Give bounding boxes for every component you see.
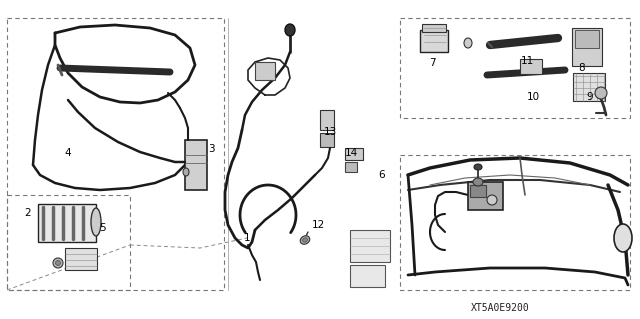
Bar <box>345 162 357 172</box>
Ellipse shape <box>464 38 472 48</box>
Text: 10: 10 <box>527 92 540 102</box>
Text: 1: 1 <box>244 233 250 243</box>
Bar <box>572 28 602 66</box>
Text: 12: 12 <box>312 220 324 230</box>
Ellipse shape <box>183 168 189 176</box>
Text: 14: 14 <box>344 148 358 158</box>
Text: 9: 9 <box>587 92 593 102</box>
Bar <box>320 133 334 147</box>
Bar <box>422 24 446 32</box>
Circle shape <box>595 87 607 99</box>
Bar <box>420 30 448 52</box>
Text: 13: 13 <box>323 127 337 137</box>
Ellipse shape <box>474 164 482 170</box>
Ellipse shape <box>614 224 632 252</box>
Bar <box>350 230 390 262</box>
Bar <box>400 155 630 290</box>
Bar <box>7 18 224 290</box>
Ellipse shape <box>303 238 307 242</box>
Text: 2: 2 <box>25 208 31 218</box>
Bar <box>255 62 275 80</box>
Text: 5: 5 <box>99 223 106 233</box>
Text: 4: 4 <box>65 148 71 158</box>
Ellipse shape <box>300 236 310 244</box>
Bar <box>320 110 334 130</box>
Ellipse shape <box>285 24 295 36</box>
Bar <box>65 248 97 270</box>
Bar <box>345 148 363 160</box>
Text: XT5A0E9200: XT5A0E9200 <box>470 303 529 313</box>
Text: 7: 7 <box>429 58 435 68</box>
Bar <box>350 265 385 287</box>
Circle shape <box>487 195 497 205</box>
Text: 3: 3 <box>208 144 214 154</box>
Bar <box>185 140 207 190</box>
Text: 6: 6 <box>379 170 385 180</box>
Text: 8: 8 <box>579 63 586 73</box>
Text: 11: 11 <box>520 56 534 66</box>
Ellipse shape <box>91 208 101 236</box>
Bar <box>470 185 486 197</box>
Circle shape <box>53 258 63 268</box>
Bar <box>468 182 503 210</box>
Bar <box>7 195 130 290</box>
Bar <box>400 18 630 118</box>
Bar <box>575 30 599 48</box>
Bar <box>520 59 542 74</box>
Circle shape <box>56 261 61 265</box>
Bar <box>573 73 605 101</box>
Bar <box>38 204 96 242</box>
Ellipse shape <box>473 178 483 186</box>
